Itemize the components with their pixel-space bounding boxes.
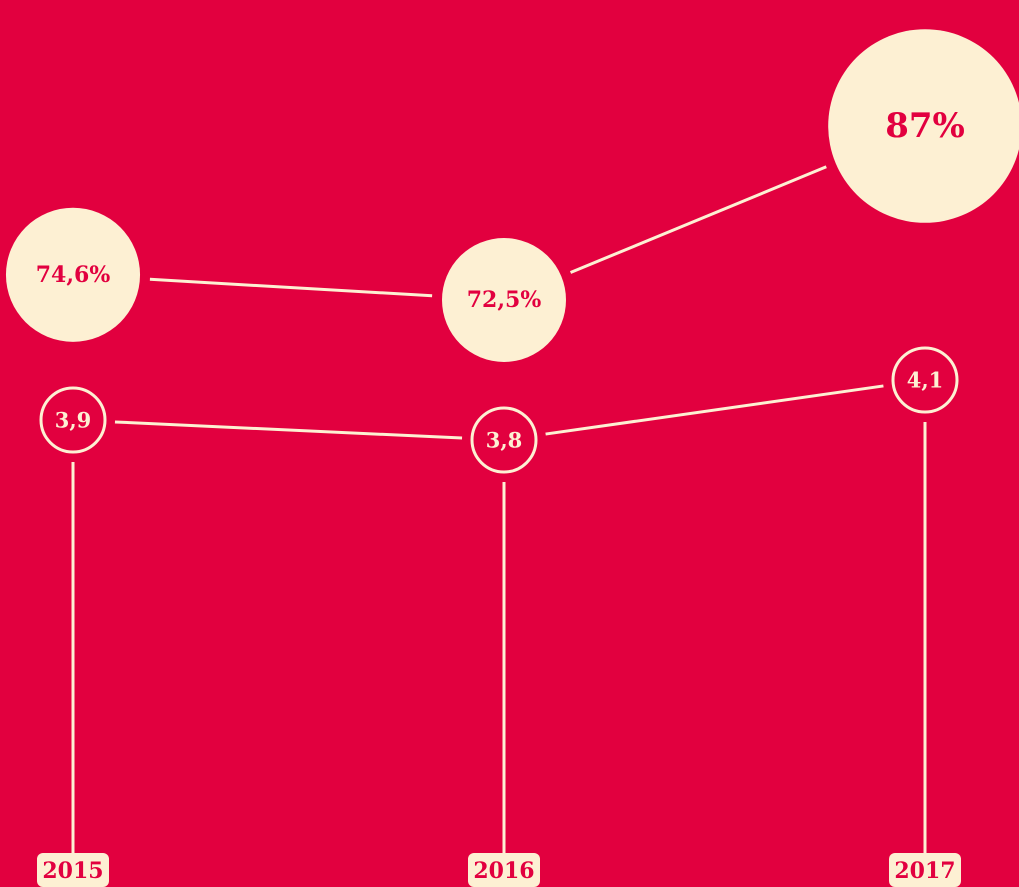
year-badge [889,853,961,887]
rating-circle [39,386,107,454]
rating-label: 4,1 [907,368,944,393]
bubble-label: 74,6% [36,262,111,288]
connector [149,277,433,298]
rating-label: 3,8 [486,428,523,453]
rating-circle [470,406,538,474]
connector [569,165,827,274]
year-badge [37,853,109,887]
rating-circle [891,346,959,414]
rating-label: 3,9 [55,408,92,433]
bubble-label: 72,5% [467,287,542,313]
connector [545,384,884,436]
year-label: 2015 [42,858,103,884]
bubble [442,238,566,362]
connector [114,420,463,440]
bubble-label: 87% [885,106,965,146]
year-label: 2017 [894,858,955,884]
year-label: 2016 [473,858,534,884]
bubble [5,207,141,342]
bubble [828,29,1019,223]
year-badge [468,853,540,887]
